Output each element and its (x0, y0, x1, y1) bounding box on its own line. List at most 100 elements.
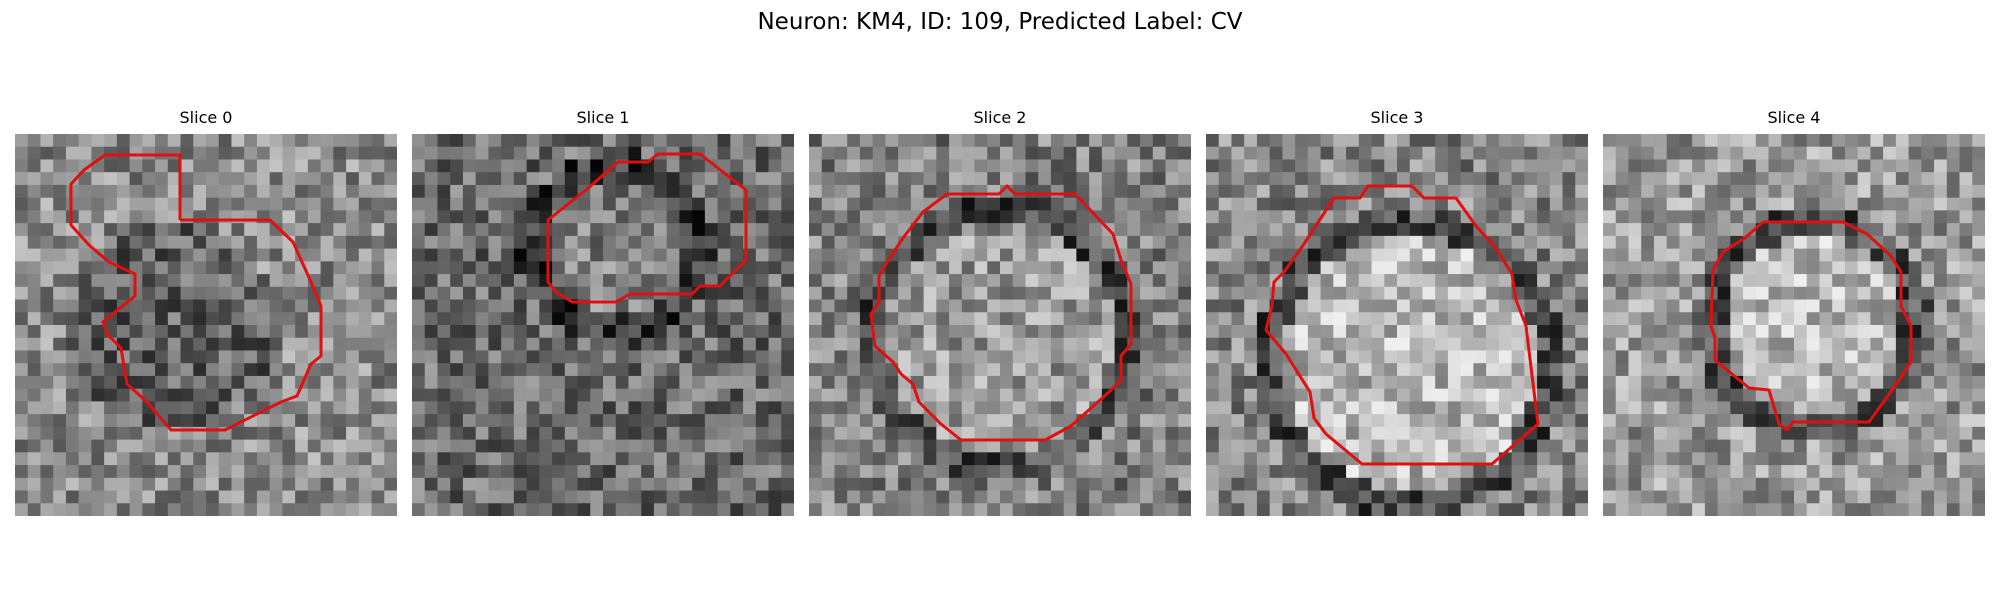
image-pixel (1231, 274, 1245, 288)
image-pixel (1921, 477, 1935, 492)
image-pixel (27, 503, 41, 516)
image-pixel (269, 235, 283, 250)
image-pixel (333, 197, 347, 211)
image-pixel (1063, 286, 1077, 301)
image-pixel (1628, 465, 1642, 479)
image-pixel (1603, 375, 1617, 390)
image-pixel (1384, 248, 1398, 262)
image-pixel (295, 286, 309, 301)
image-pixel (1781, 286, 1795, 301)
image-pixel (488, 172, 502, 186)
image-pixel (1089, 325, 1103, 339)
image-pixel (424, 439, 438, 453)
image-pixel (91, 388, 105, 402)
image-pixel (1934, 363, 1948, 377)
image-pixel (1076, 235, 1090, 250)
image-pixel (1244, 401, 1258, 415)
image-pixel (1206, 261, 1220, 275)
image-pixel (1206, 146, 1220, 160)
image-pixel (1307, 286, 1322, 301)
image-pixel (1934, 414, 1948, 428)
image-pixel (641, 223, 655, 237)
image-pixel (1934, 465, 1948, 479)
image-pixel (358, 439, 373, 453)
image-pixel (679, 490, 693, 504)
image-pixel (1794, 388, 1808, 402)
image-pixel (1934, 426, 1948, 441)
image-pixel (1486, 312, 1500, 326)
image-pixel (974, 223, 988, 237)
image-pixel (333, 375, 347, 390)
image-pixel (450, 172, 464, 186)
image-pixel (1025, 172, 1039, 186)
image-pixel (539, 439, 553, 453)
image-pixel (1256, 159, 1271, 173)
image-pixel (155, 503, 169, 516)
image-pixel (1295, 299, 1309, 313)
image-pixel (1218, 325, 1232, 339)
image-pixel (1781, 426, 1795, 441)
image-pixel (743, 490, 757, 504)
image-pixel (577, 388, 591, 402)
image-pixel (155, 465, 169, 479)
image-pixel (1883, 477, 1897, 492)
image-pixel (539, 159, 553, 173)
image-pixel (1498, 325, 1513, 339)
image-pixel (1666, 312, 1680, 326)
image-pixel (155, 261, 169, 275)
image-pixel (53, 401, 67, 415)
image-pixel (501, 235, 515, 250)
image-pixel (1575, 210, 1588, 224)
image-pixel (295, 503, 309, 516)
image-pixel (1178, 465, 1191, 479)
image-pixel (1165, 248, 1179, 262)
image-pixel (155, 197, 169, 211)
image-pixel (628, 197, 642, 211)
image-pixel (526, 439, 540, 453)
image-pixel (1435, 159, 1449, 173)
image-pixel (1832, 312, 1846, 326)
image-pixel (872, 223, 886, 237)
image-pixel (1000, 350, 1014, 364)
image-pixel (743, 363, 757, 377)
image-pixel (1422, 274, 1436, 288)
image-pixel (1575, 363, 1588, 377)
image-pixel (1089, 503, 1103, 516)
image-pixel (755, 312, 770, 326)
image-pixel (1063, 503, 1077, 516)
image-pixel (1435, 197, 1449, 211)
image-pixel (1549, 401, 1564, 415)
image-pixel (116, 197, 131, 211)
image-pixel (1857, 248, 1871, 262)
image-pixel (1295, 312, 1309, 326)
image-pixel (282, 146, 296, 160)
image-pixel (949, 146, 963, 160)
image-pixel (949, 312, 963, 326)
image-pixel (1114, 172, 1128, 186)
image-pixel (1653, 503, 1668, 516)
image-pixel (1857, 465, 1871, 479)
image-pixel (910, 337, 925, 351)
image-pixel (513, 503, 528, 516)
image-pixel (1486, 184, 1500, 199)
image-pixel (218, 375, 232, 390)
image-pixel (1972, 312, 1985, 326)
image-pixel (1038, 401, 1052, 415)
image-pixel (1218, 465, 1232, 479)
image-pixel (1883, 172, 1897, 186)
image-pixel (1743, 210, 1757, 224)
image-pixel (1959, 337, 1973, 351)
image-pixel (333, 465, 347, 479)
image-pixel (743, 452, 757, 466)
image-pixel (1269, 223, 1283, 237)
image-pixel (1178, 312, 1191, 326)
image-pixel (564, 325, 579, 339)
image-pixel (1755, 388, 1770, 402)
image-pixel (1832, 261, 1846, 275)
image-pixel (40, 337, 54, 351)
image-pixel (193, 159, 207, 173)
image-pixel (1641, 401, 1655, 415)
image-pixel (501, 172, 515, 186)
image-pixel (206, 388, 220, 402)
image-pixel (1012, 172, 1026, 186)
